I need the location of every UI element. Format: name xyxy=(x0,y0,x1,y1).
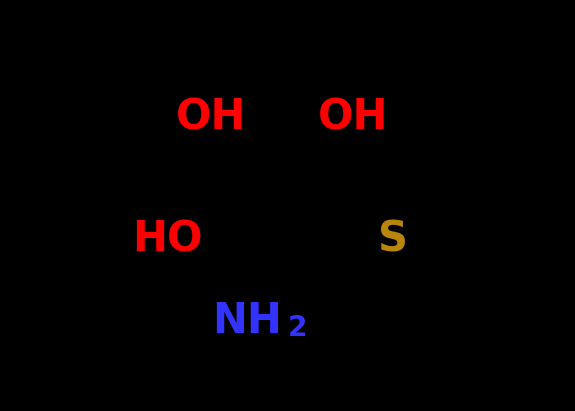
Text: NH: NH xyxy=(212,300,282,342)
Text: OH: OH xyxy=(317,97,388,139)
Text: HO: HO xyxy=(132,219,203,261)
Text: 2: 2 xyxy=(288,314,307,342)
Text: OH: OH xyxy=(176,97,247,139)
Text: S: S xyxy=(378,219,408,261)
